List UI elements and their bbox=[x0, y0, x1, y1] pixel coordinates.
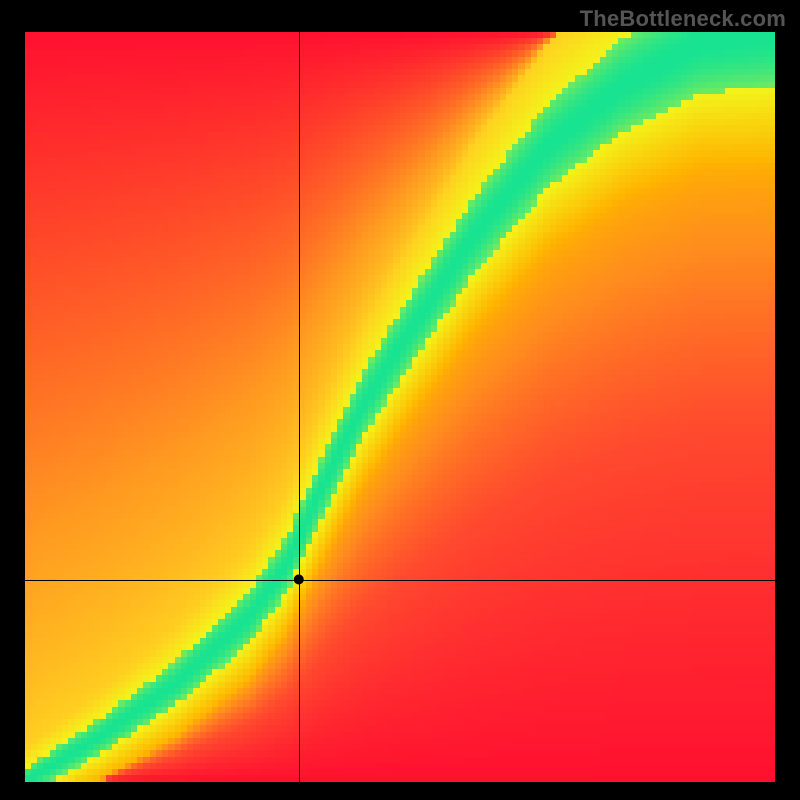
heatmap-plot bbox=[25, 32, 775, 782]
chart-container: TheBottleneck.com bbox=[0, 0, 800, 800]
heatmap-canvas bbox=[25, 32, 775, 782]
site-title: TheBottleneck.com bbox=[580, 6, 786, 32]
